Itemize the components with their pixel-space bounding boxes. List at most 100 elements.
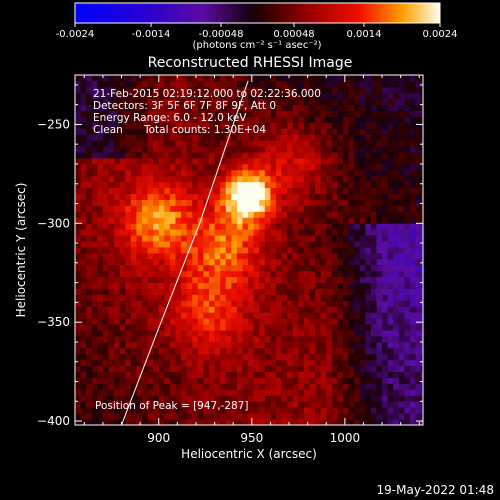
heatmap-cell <box>287 128 294 135</box>
heatmap-cell <box>231 371 238 378</box>
heatmap-cell <box>281 413 288 420</box>
heatmap-cell <box>136 312 143 319</box>
heatmap-cell <box>75 80 81 88</box>
heatmap-cell <box>259 330 266 337</box>
heatmap-cell <box>292 359 299 367</box>
heatmap-cell <box>331 347 338 355</box>
heatmap-cell <box>315 324 322 331</box>
heatmap-cell <box>303 187 310 195</box>
heatmap-cell <box>359 134 366 141</box>
heatmap-cell <box>287 407 294 414</box>
heatmap-cell <box>175 152 182 159</box>
heatmap-cell <box>186 181 193 189</box>
heatmap-cell <box>382 146 389 153</box>
heatmap-cell <box>270 247 277 254</box>
heatmap-cell <box>75 169 81 177</box>
heatmap-cell <box>393 75 400 82</box>
heatmap-cell <box>398 163 405 171</box>
heatmap-cell <box>125 276 132 284</box>
heatmap-cell <box>348 247 355 254</box>
heatmap-cell <box>164 419 171 425</box>
heatmap-cell <box>80 134 87 141</box>
heatmap-cell <box>337 389 344 396</box>
heatmap-cell <box>248 252 255 260</box>
heatmap-cell <box>214 163 221 171</box>
heatmap-cell <box>197 383 204 390</box>
heatmap-cell <box>214 217 221 224</box>
heatmap-cell <box>231 324 238 331</box>
heatmap-cell <box>298 371 305 378</box>
heatmap-cell <box>264 128 271 135</box>
heatmap-cell <box>214 282 221 289</box>
heatmap-cell <box>421 75 423 82</box>
heatmap-cell <box>365 169 372 177</box>
heatmap-cell <box>169 359 176 367</box>
heatmap-cell <box>326 312 333 319</box>
heatmap-cell <box>259 92 266 100</box>
heatmap-cell <box>186 98 193 106</box>
heatmap-cell <box>376 205 383 212</box>
heatmap-cell <box>91 104 98 111</box>
heatmap-cell <box>348 330 355 337</box>
heatmap-cell <box>102 247 109 254</box>
heatmap-cell <box>102 217 109 224</box>
heatmap-cell <box>175 264 182 272</box>
heatmap-cell <box>303 175 310 183</box>
heatmap-cell <box>270 146 277 153</box>
heatmap-cell <box>298 193 305 200</box>
heatmap-cell <box>147 276 154 284</box>
heatmap-cell <box>242 288 249 295</box>
heatmap-cell <box>192 413 199 420</box>
heatmap-cell <box>393 294 400 301</box>
heatmap-cell <box>225 193 232 200</box>
heatmap-cell <box>181 276 188 284</box>
heatmap-cell <box>387 359 394 367</box>
heatmap-cell <box>108 365 115 373</box>
heatmap-cell <box>153 252 160 260</box>
heatmap-cell <box>197 163 204 171</box>
heatmap-cell <box>108 110 115 117</box>
heatmap-cell <box>192 80 199 88</box>
heatmap-cell <box>264 169 271 177</box>
heatmap-cell <box>354 365 361 373</box>
heatmap-cell <box>365 270 372 278</box>
heatmap-cell <box>292 389 299 396</box>
heatmap-cell <box>236 341 243 349</box>
heatmap-cell <box>382 116 389 123</box>
heatmap-cell <box>315 359 322 367</box>
heatmap-cell <box>303 217 310 224</box>
heatmap-cell <box>298 146 305 153</box>
heatmap-cell <box>220 270 227 278</box>
heatmap-cell <box>309 181 316 189</box>
heatmap-cell <box>236 217 243 224</box>
heatmap-cell <box>281 247 288 254</box>
heatmap-cell <box>125 187 132 195</box>
heatmap-cell <box>382 294 389 301</box>
heatmap-cell <box>376 199 383 206</box>
heatmap-cell <box>421 134 423 141</box>
heatmap-cell <box>97 389 104 396</box>
heatmap-cell <box>309 306 316 313</box>
heatmap-cell <box>164 175 171 183</box>
heatmap-cell <box>404 229 411 236</box>
heatmap-cell <box>147 199 154 206</box>
heatmap-cell <box>342 264 349 272</box>
heatmap-cell <box>415 419 422 425</box>
heatmap-cell <box>203 395 210 402</box>
heatmap-cell <box>214 140 221 147</box>
heatmap-cell <box>225 359 232 367</box>
heatmap-cell <box>220 169 227 177</box>
heatmap-cell <box>208 146 215 153</box>
heatmap-cell <box>382 318 389 325</box>
heatmap-cell <box>248 359 255 367</box>
heatmap-cell <box>114 371 121 378</box>
heatmap-cell <box>220 252 227 260</box>
heatmap-cell <box>220 163 227 171</box>
heatmap-cell <box>337 229 344 236</box>
heatmap-cell <box>75 116 81 123</box>
heatmap-cell <box>398 419 405 425</box>
heatmap-cell <box>242 181 249 189</box>
heatmap-cell <box>153 401 160 408</box>
heatmap-cell <box>197 353 204 361</box>
heatmap-cell <box>393 110 400 117</box>
